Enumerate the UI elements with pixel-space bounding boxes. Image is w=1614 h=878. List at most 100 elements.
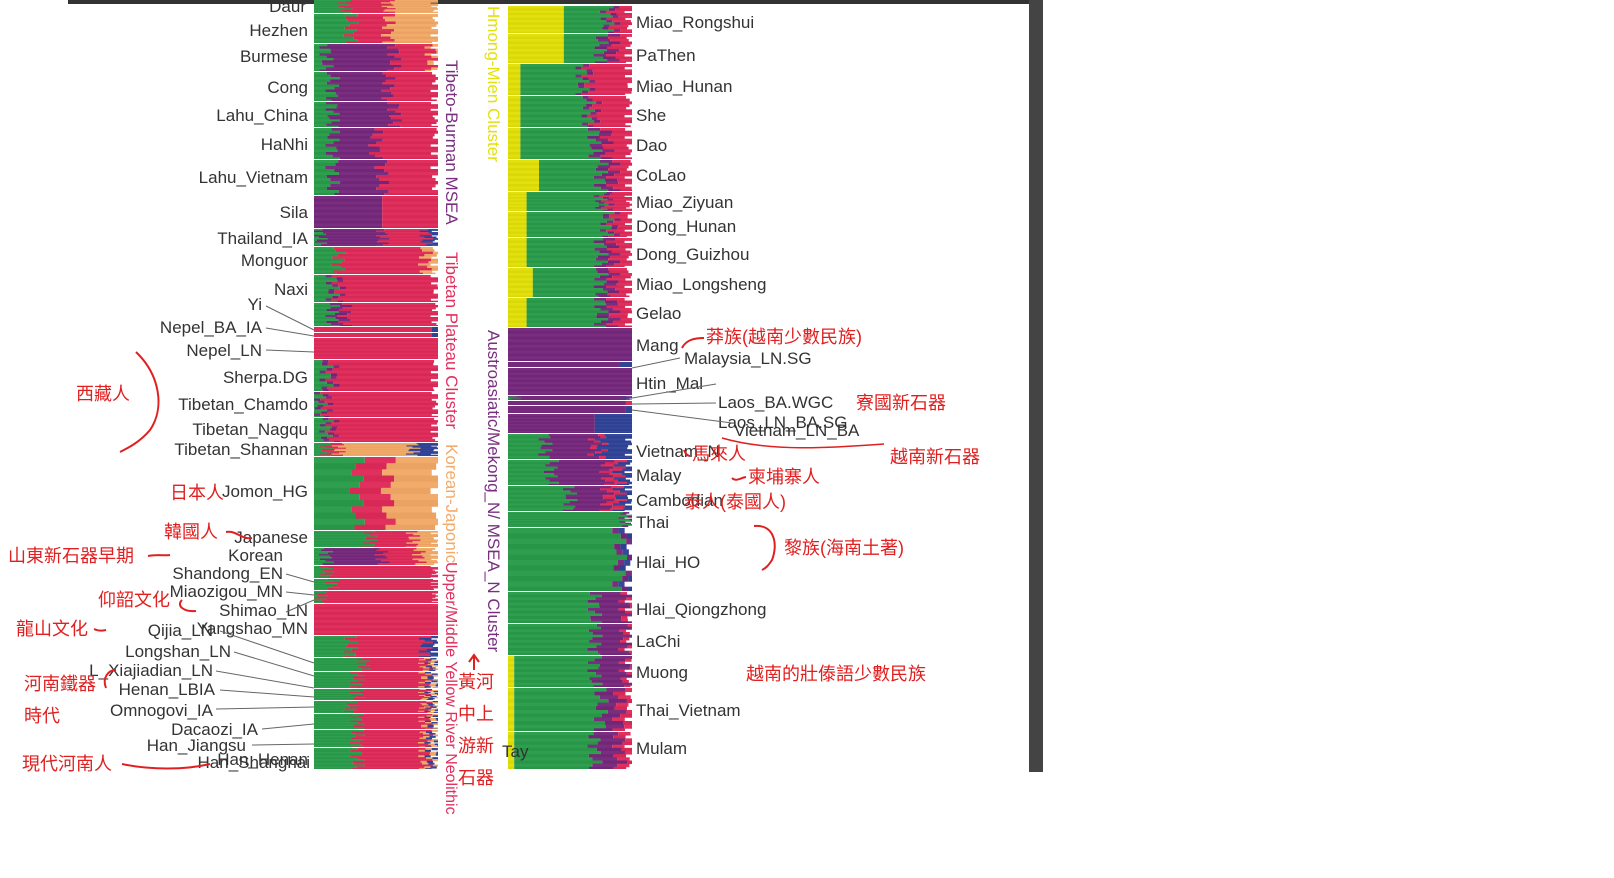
left-bar-lahu-china-pink: [395, 110, 438, 114]
left-bar-qijia-ln-pink: [314, 609, 438, 613]
right-bar-gelao-pink: [606, 298, 625, 301]
right-bar-miao-hunan-purple: [589, 88, 596, 92]
right-bar-malay-purple: [550, 436, 600, 439]
right-bar-laos-ba-wgc-purple: [521, 398, 632, 400]
left-bar-han-jiangsu-pink: [357, 722, 426, 724]
right-bar-pathen-yellow: [508, 46, 564, 50]
left-bar-hanhi-green: [314, 128, 332, 132]
right-bar-htin-mal-purple: [508, 375, 632, 378]
right-bar-malay-green: [508, 451, 546, 454]
right-bar-pathen-purple: [597, 39, 611, 42]
right-scrollbar[interactable]: [1029, 0, 1043, 772]
left-bar-lahu-vietnam-pink: [379, 178, 436, 182]
right-bar-pathen-purple: [603, 56, 616, 60]
left-bar-henan-lbia-green: [314, 674, 365, 677]
right-bar-dao-pink: [611, 133, 632, 137]
left-bar-daur-pink: [351, 0, 395, 2]
left-bar-lahu-china-pink: [398, 106, 438, 109]
left-bar-nepel-ba-ia-pink: [314, 331, 432, 332]
left-bar-sila-purple: [314, 212, 383, 216]
left-bar-yi-green: [314, 317, 336, 320]
right-bar-vietnam-n-purple: [508, 415, 595, 418]
right-bar-dong-hunan-yellow: [508, 222, 527, 226]
right-bar-muong-purple: [596, 624, 628, 628]
left-bar-daur-orange: [383, 10, 434, 13]
right-bar-pathen-pink: [616, 51, 632, 55]
right-bar-laos-ln-ba-sg-purple: [508, 404, 626, 406]
right-bar-malaysia-ln-sg-navy: [619, 365, 632, 367]
right-bar-miao-longsheng-green: [532, 275, 600, 279]
left-bar-han-shanghai-navy: [429, 736, 436, 738]
right-bar-dao-green: [520, 136, 588, 140]
left-bar-jomon-hg-navy: [420, 447, 438, 450]
right-bar-vietnam-n-navy: [594, 424, 632, 427]
left-bar-omnogovi-ia-orange: [432, 697, 438, 699]
right-bar-miao-ziyuan-purple: [598, 202, 605, 205]
right-bar-hlai-qiongzhong-green: [508, 576, 623, 582]
left-bar-shandong-en-purple: [322, 563, 379, 565]
right-label-hlai-ho: Hlai_HO: [636, 553, 700, 572]
left-bar-dacaozi-ia-navy: [424, 710, 431, 713]
right-bar-dong-hunan-pink: [620, 218, 632, 222]
left-bar-miaozigou-mn-pink: [318, 576, 431, 579]
left-bar-japanese-pink: [359, 494, 391, 501]
right-bar-colao-yellow: [508, 176, 539, 180]
right-bar-dao-green: [520, 157, 601, 161]
left-bar-l-xiajiadian-ln-pink: [361, 669, 424, 672]
left-bar-han-jiangsu-navy: [427, 726, 434, 728]
right-bar-thai-green: [508, 503, 564, 506]
right-bar-miao-ziyuan-purple: [608, 203, 615, 206]
right-bar-gelao-pink: [608, 315, 628, 319]
left-bar-l-xiajiadian-ln-pink: [362, 658, 425, 660]
left-bar-hanhi-purple: [339, 157, 384, 161]
right-bar-gelao-yellow: [508, 310, 527, 314]
right-bar-dao-yellow: [508, 136, 521, 140]
right-bar-muong-green: [508, 648, 588, 652]
left-bar-yi-green: [314, 311, 339, 314]
right-bar-she-yellow: [508, 114, 521, 118]
left-bar-thailand-ia-pink: [376, 235, 420, 237]
right-bar-vietnam-ln-ba-navy: [625, 410, 632, 412]
left-bar-monguor-pink: [344, 258, 432, 262]
right-bar-thai-navy: [624, 505, 632, 509]
yellow-river-arrow: [468, 653, 480, 670]
right-bar-thai-green: [508, 499, 578, 502]
right-bar-tay-purple: [588, 754, 614, 758]
right-bar-hlai-qiongzhong-purple: [621, 586, 629, 593]
left-bar-daur-pink: [346, 1, 391, 3]
left-bar-burmese-pink: [394, 67, 432, 71]
left-bar-han-jiangsu-green: [314, 726, 354, 728]
right-bar-cambodian-purple: [557, 466, 614, 470]
right-bar-she-pink: [587, 114, 625, 118]
left-bar-tibetan-nagqu-purple: [326, 409, 333, 412]
left-bar-korean-pink: [363, 542, 407, 545]
left-bar-tibetan-nagqu-green: [314, 400, 319, 404]
right-bar-colao-pink: [606, 176, 625, 180]
left-bar-yi-pink: [342, 303, 436, 306]
right-bar-pathen-pink: [611, 44, 631, 47]
right-bar-miao-rongshui-yellow: [508, 13, 564, 16]
right-bar-thai-purple: [562, 488, 601, 491]
left-bar-shimao-ln-green: [314, 587, 340, 589]
right-bar-vietnam-n-purple: [508, 429, 595, 432]
right-bar-mang-purple: [508, 345, 632, 349]
right-bar-dao-yellow: [508, 141, 521, 145]
right-bar-dong-guizhou-yellow: [508, 250, 527, 254]
right-bar-cambodian-purple: [545, 464, 601, 467]
left-bar-hanhi-purple: [332, 154, 376, 158]
left-bar-omnogovi-ia-navy: [425, 689, 433, 691]
left-bar-monguor-green: [314, 265, 341, 269]
left-bar-japanese-pink: [359, 481, 391, 489]
right-bar-cambodian-pink: [609, 473, 622, 476]
right-bar-thai-navy: [614, 494, 628, 498]
left-bar-miaozigou-mn-green: [314, 572, 325, 574]
right-bar-pathen-green: [563, 41, 609, 45]
right-bar-hlai-qiongzhong-green: [508, 528, 613, 534]
right-bar-dong-guizhou-purple: [606, 245, 620, 249]
right-bar-thai-pink: [612, 505, 625, 509]
right-bar-pathen-green: [563, 59, 608, 62]
left-bar-burmese-green: [314, 53, 320, 57]
left-bar-henan-lbia-green: [314, 683, 363, 686]
left-bar-shimao-ln-pink: [339, 580, 438, 582]
right-bar-mulam-purple: [608, 699, 627, 704]
